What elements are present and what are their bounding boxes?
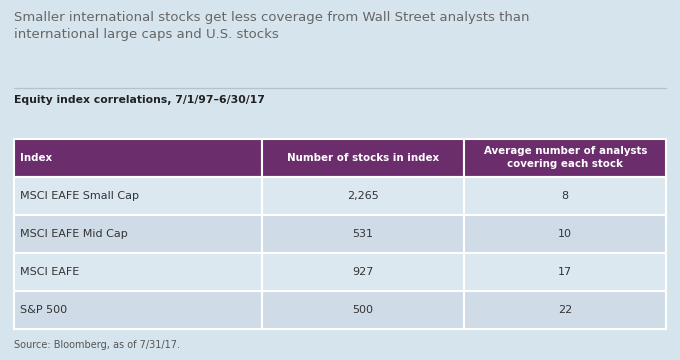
Text: Source: Bloomberg, as of 7/31/17.: Source: Bloomberg, as of 7/31/17. (14, 340, 180, 350)
FancyBboxPatch shape (464, 291, 666, 329)
FancyBboxPatch shape (262, 215, 464, 253)
FancyBboxPatch shape (14, 177, 262, 215)
Text: Number of stocks in index: Number of stocks in index (287, 153, 439, 163)
FancyBboxPatch shape (262, 139, 464, 177)
FancyBboxPatch shape (464, 253, 666, 291)
Text: 2,265: 2,265 (347, 191, 379, 201)
Text: 22: 22 (558, 305, 573, 315)
FancyBboxPatch shape (464, 215, 666, 253)
Text: 10: 10 (558, 229, 572, 239)
Text: 17: 17 (558, 267, 573, 277)
Text: Average number of analysts
covering each stock: Average number of analysts covering each… (483, 147, 647, 169)
FancyBboxPatch shape (464, 177, 666, 215)
Text: 500: 500 (352, 305, 373, 315)
Text: Equity index correlations, 7/1/97–6/30/17: Equity index correlations, 7/1/97–6/30/1… (14, 95, 265, 105)
Text: 8: 8 (562, 191, 568, 201)
FancyBboxPatch shape (14, 139, 262, 177)
Text: S&P 500: S&P 500 (20, 305, 67, 315)
Text: MSCI EAFE Mid Cap: MSCI EAFE Mid Cap (20, 229, 128, 239)
FancyBboxPatch shape (262, 253, 464, 291)
Text: Smaller international stocks get less coverage from Wall Street analysts than
in: Smaller international stocks get less co… (14, 11, 529, 41)
Text: MSCI EAFE Small Cap: MSCI EAFE Small Cap (20, 191, 139, 201)
Text: 531: 531 (352, 229, 373, 239)
FancyBboxPatch shape (14, 215, 262, 253)
Text: 927: 927 (352, 267, 373, 277)
FancyBboxPatch shape (262, 291, 464, 329)
FancyBboxPatch shape (262, 177, 464, 215)
Text: MSCI EAFE: MSCI EAFE (20, 267, 80, 277)
FancyBboxPatch shape (464, 139, 666, 177)
Text: Index: Index (20, 153, 52, 163)
FancyBboxPatch shape (14, 253, 262, 291)
FancyBboxPatch shape (14, 291, 262, 329)
